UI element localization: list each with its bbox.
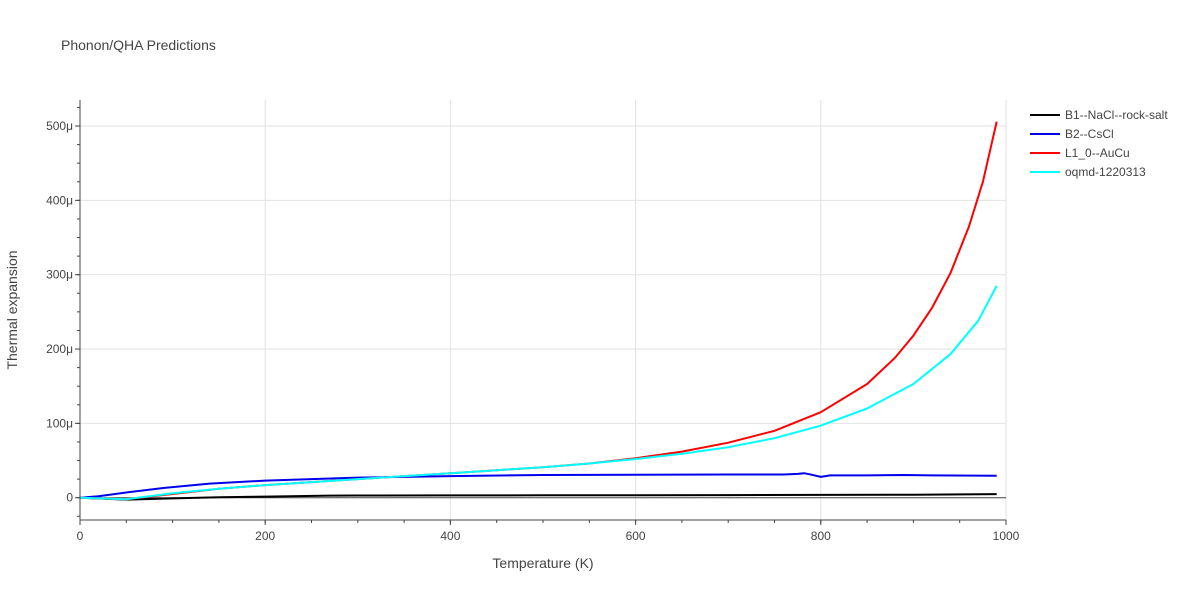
x-tick-label: 0 — [77, 529, 84, 543]
y-tick-label: 300μ — [46, 268, 73, 282]
grid-lines — [80, 100, 1007, 520]
legend-item[interactable]: B1--NaCl--rock-salt — [1030, 108, 1168, 122]
chart-title: Phonon/QHA Predictions — [61, 37, 216, 53]
y-axis-title: Thermal expansion — [4, 250, 20, 369]
series-line-b1-nacl-rock-salt — [79, 493, 997, 501]
x-tick-label: 400 — [440, 529, 460, 543]
x-tick-label: 800 — [811, 529, 831, 543]
legend-label: oqmd-1220313 — [1065, 165, 1146, 179]
y-tick-label: 0 — [66, 491, 73, 505]
series-line-l1-0-aucu — [79, 121, 998, 501]
legend-label: B1--NaCl--rock-salt — [1065, 108, 1168, 122]
y-tick-label: 500μ — [46, 119, 73, 133]
axes: 0 200 400 600 800 1000 0 100μ 200μ 300μ 400μ 500μ — [46, 100, 1020, 543]
x-tick-label: 600 — [626, 529, 646, 543]
series-line-b2-cscl — [79, 472, 997, 499]
x-axis-title: Temperature (K) — [492, 555, 593, 571]
legend-item[interactable]: B2--CsCl — [1030, 127, 1114, 141]
series-lines — [79, 121, 998, 501]
legend-label: B2--CsCl — [1065, 127, 1114, 141]
x-tick-label: 200 — [255, 529, 275, 543]
x-tick-label: 1000 — [993, 529, 1020, 543]
legend-item[interactable]: L1_0--AuCu — [1030, 146, 1130, 160]
legend-label: L1_0--AuCu — [1065, 146, 1130, 160]
y-tick-label: 200μ — [46, 342, 73, 356]
series-line-oqmd-1220313 — [79, 285, 998, 501]
y-tick-label: 100μ — [46, 416, 73, 430]
legend: B1--NaCl--rock-salt B2--CsCl L1_0--AuCuoqm… — [1030, 108, 1168, 179]
legend-item[interactable]: oqmd-1220313 — [1030, 165, 1146, 179]
y-tick-label: 400μ — [46, 193, 73, 207]
